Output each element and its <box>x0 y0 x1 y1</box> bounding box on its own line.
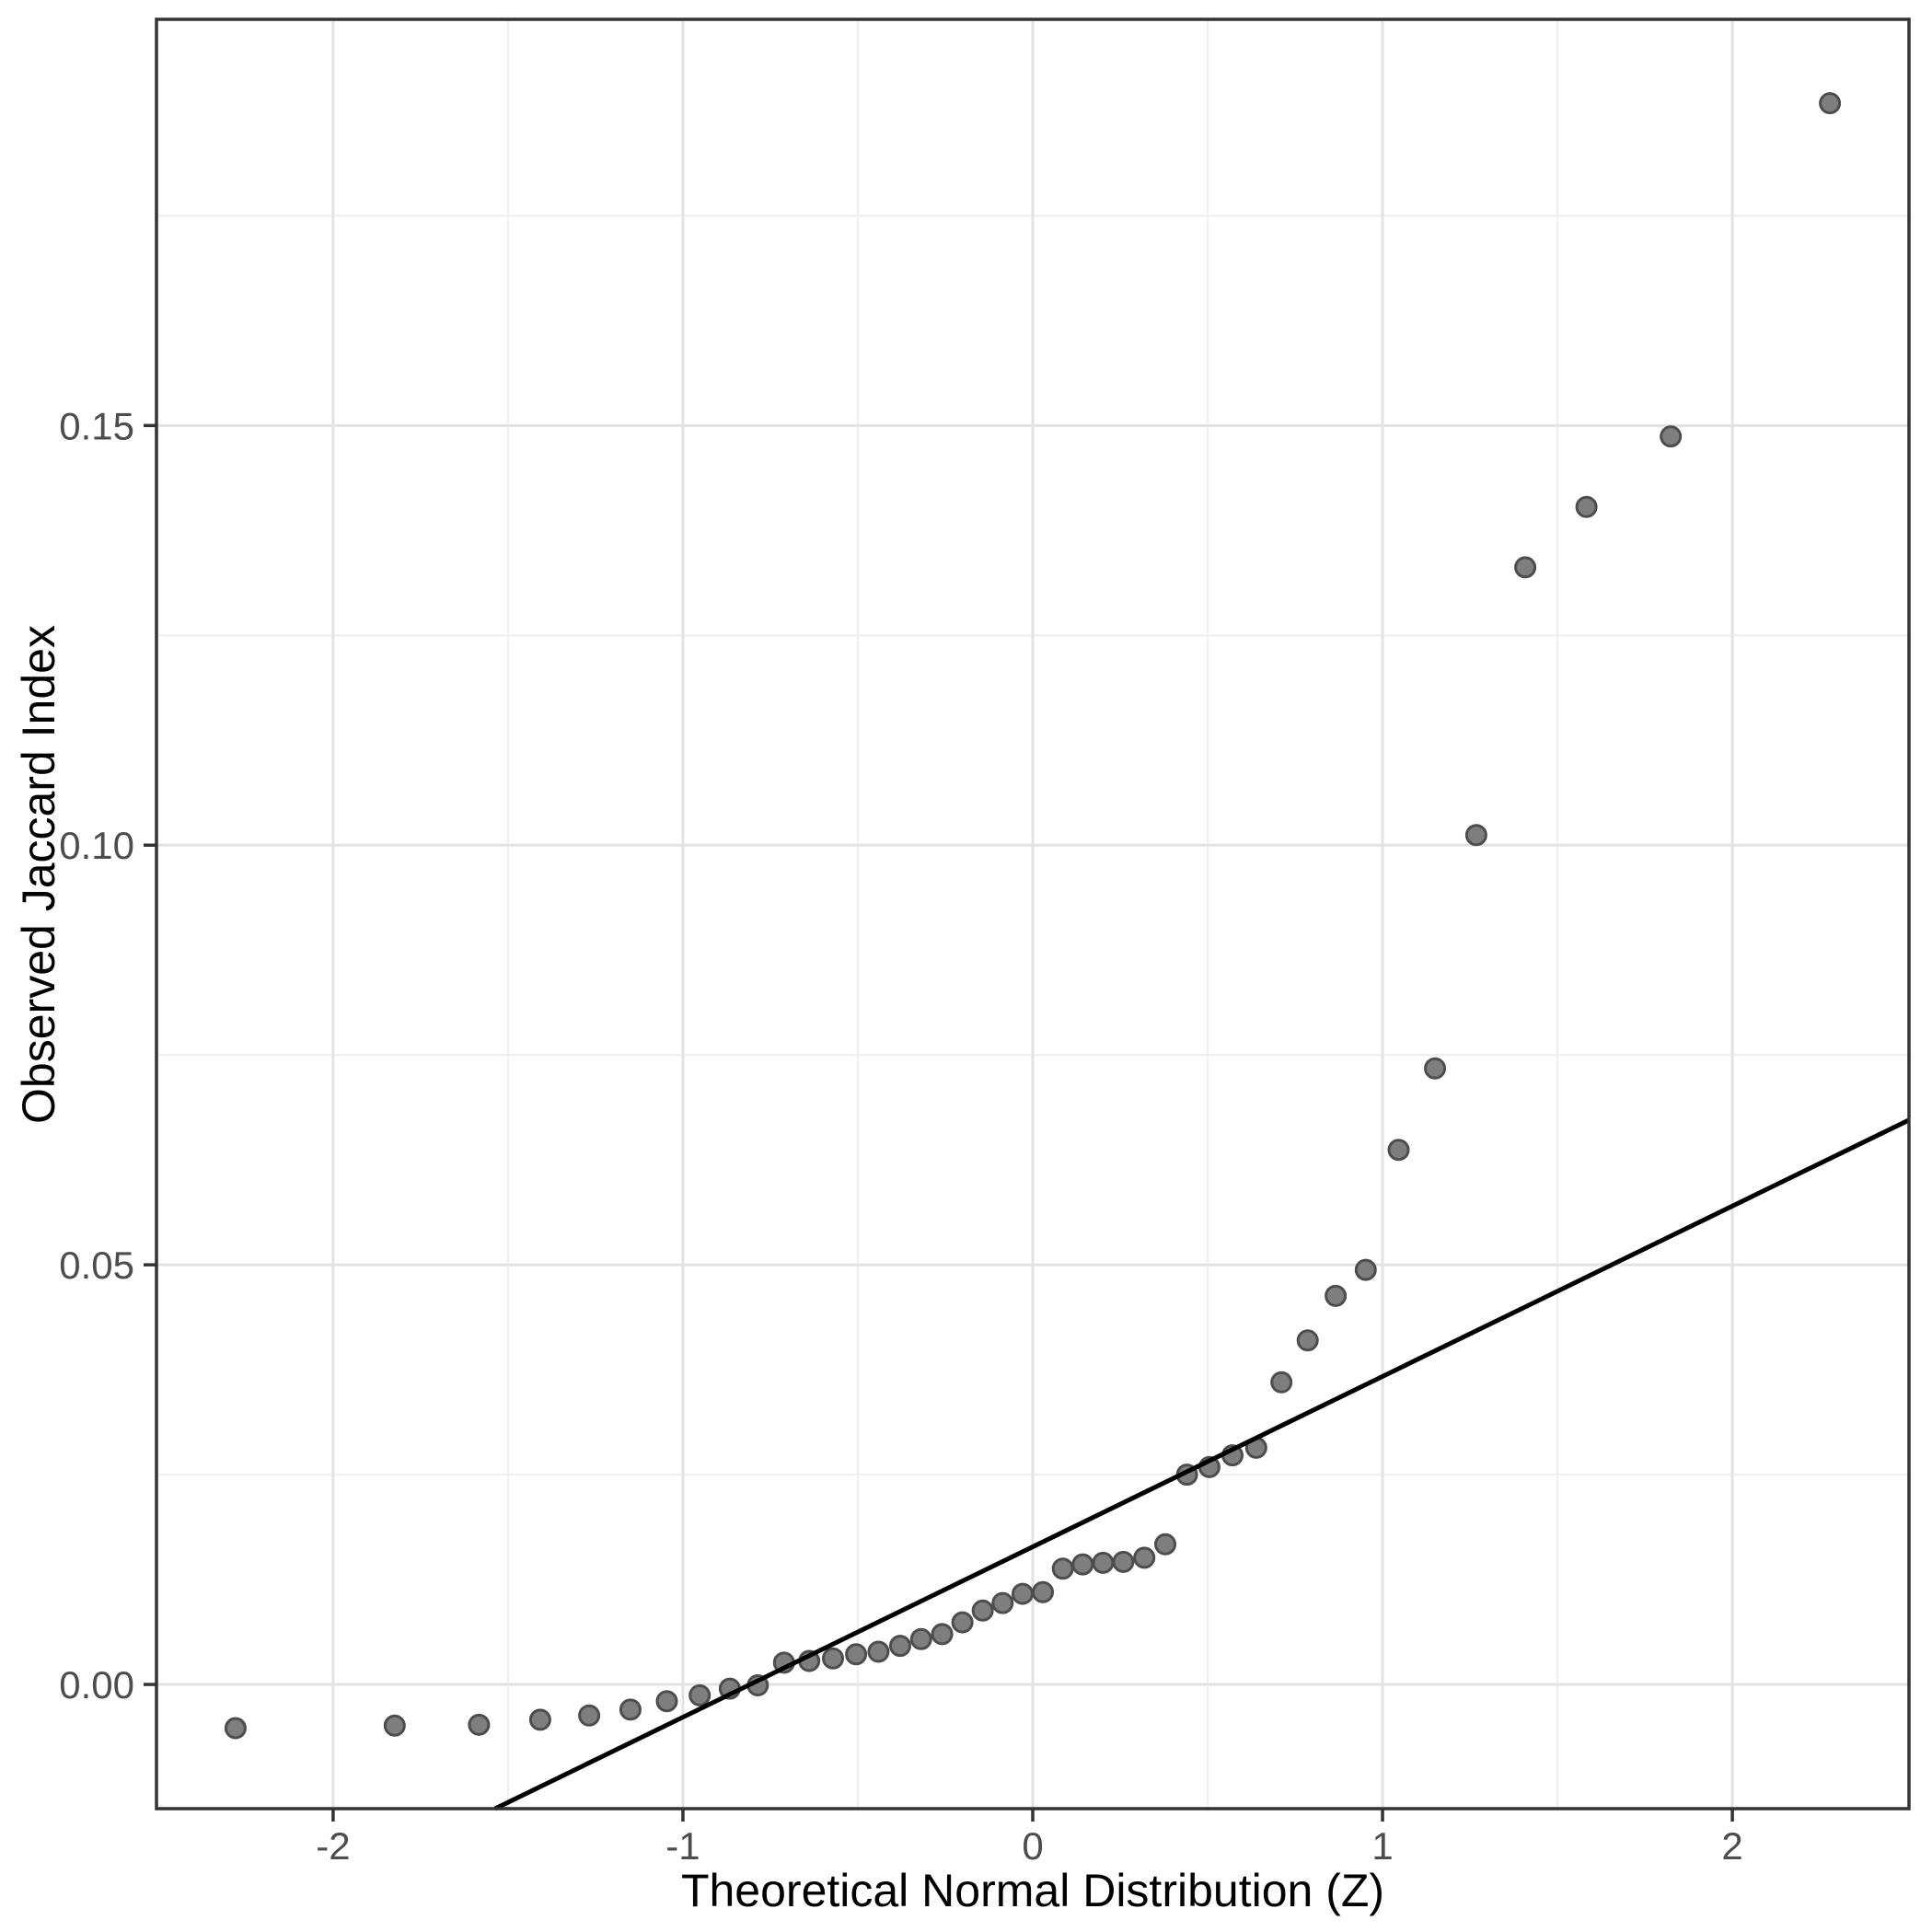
data-point <box>1387 1139 1410 1162</box>
data-point <box>909 1627 932 1650</box>
data-point <box>1424 1057 1447 1080</box>
data-point <box>655 1690 678 1713</box>
data-point <box>578 1704 601 1727</box>
y-tick-label: 0.15 <box>59 404 134 447</box>
data-point <box>1011 1582 1034 1605</box>
data-point <box>1464 824 1487 847</box>
data-point <box>1296 1329 1319 1352</box>
data-point <box>1325 1284 1348 1307</box>
data-point <box>468 1713 491 1736</box>
data-point <box>688 1683 711 1706</box>
data-point <box>971 1599 994 1622</box>
x-tick-label: -1 <box>665 1824 700 1868</box>
data-point <box>888 1635 911 1658</box>
data-points <box>224 92 1842 1740</box>
gridlines-major <box>156 19 1909 1809</box>
x-tick-label: 2 <box>1721 1824 1742 1868</box>
y-axis-ticks: 0.00 0.05 0.10 0.15 <box>59 404 156 1706</box>
y-tick-label: 0.00 <box>59 1663 134 1706</box>
data-point <box>1660 425 1683 448</box>
data-point <box>951 1611 974 1634</box>
data-point <box>821 1647 844 1670</box>
data-point <box>867 1640 890 1663</box>
x-axis-ticks: -2 -1 0 1 2 <box>316 1809 1743 1868</box>
data-point <box>1819 92 1842 115</box>
data-point <box>1154 1533 1177 1556</box>
data-point <box>619 1698 642 1721</box>
data-point <box>1092 1551 1115 1574</box>
data-point <box>1133 1546 1156 1569</box>
y-axis-title: Observed Jaccard Index <box>13 625 64 1124</box>
data-point <box>1354 1258 1377 1281</box>
data-point <box>224 1717 247 1740</box>
x-tick-label: 0 <box>1022 1824 1043 1868</box>
x-tick-label: -2 <box>316 1824 350 1868</box>
data-point <box>1112 1550 1135 1573</box>
data-point <box>1575 495 1598 518</box>
data-point <box>1270 1371 1293 1394</box>
data-point <box>1071 1553 1094 1576</box>
data-point <box>1032 1580 1055 1603</box>
data-point <box>383 1714 406 1737</box>
data-point <box>1051 1557 1074 1580</box>
y-tick-label: 0.05 <box>59 1244 134 1287</box>
data-point <box>845 1643 868 1666</box>
data-point <box>931 1623 954 1646</box>
data-point <box>528 1708 551 1731</box>
x-tick-label: 1 <box>1371 1824 1393 1868</box>
reference-line <box>493 1117 1911 1811</box>
data-point <box>1514 556 1537 579</box>
data-point <box>991 1591 1014 1614</box>
y-tick-label: 0.10 <box>59 824 134 867</box>
x-axis-title: Theoretical Normal Distribution (Z) <box>681 1865 1384 1916</box>
